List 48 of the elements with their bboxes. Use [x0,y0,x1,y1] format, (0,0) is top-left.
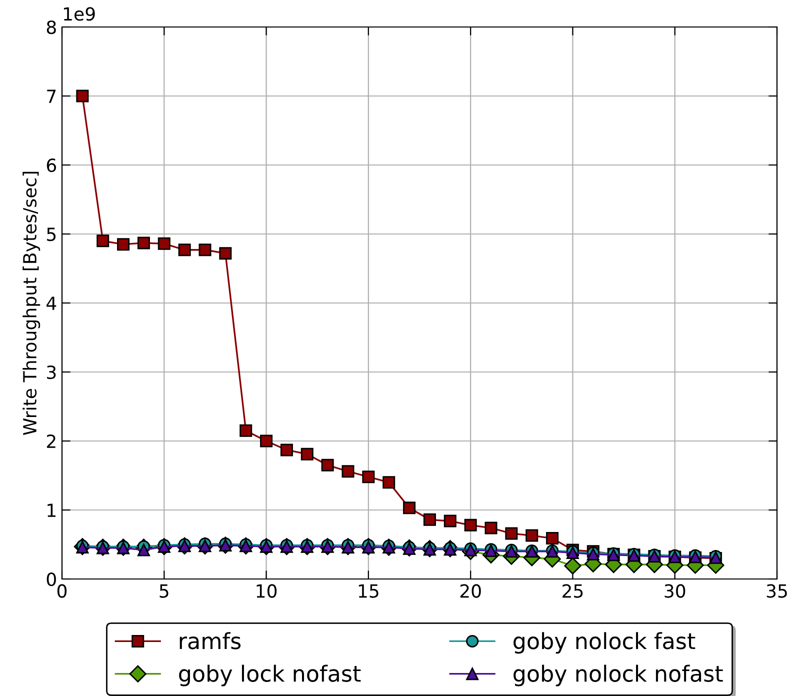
point [300,448,314,460]
point [96,234,110,248]
y-tick-label: 5 [47,228,56,242]
point [526,529,538,542]
point [76,90,89,102]
point [546,532,559,545]
point [484,522,498,534]
x-tick-label: 10 [256,584,277,598]
x-tick-label: 15 [358,584,378,598]
point [219,247,232,260]
point [362,470,375,484]
x-tick-label: 35 [766,584,787,598]
point [158,237,170,250]
y-tick-label: 6 [46,158,56,172]
point [464,518,477,532]
point [403,502,416,514]
x-tick-label: 30 [664,584,686,598]
y-tick-label: 8 [46,20,56,34]
point [117,238,130,251]
y-tick-label: 1 [48,504,56,517]
y-tick-label: 2 [46,434,56,448]
y-tick-label: 3 [47,365,56,380]
legend-label: goby nolock fast [514,632,696,654]
x-tick-label: 25 [562,584,583,598]
point [240,424,252,437]
x-tick-label: 0 [57,584,67,598]
text: 1e9 [64,7,95,21]
point [382,476,396,489]
point [423,513,436,526]
point [444,514,456,528]
y-tick-label: 0 [46,572,56,586]
point [178,244,191,256]
point [280,444,293,456]
legend-label: ramfs [180,632,241,650]
point [321,458,334,472]
y-tick-label: 7 [47,90,56,103]
y-axis-title: Write Throughput [Bytes/sec] [22,172,40,436]
x-tick-label: 5 [160,584,168,598]
point [260,434,273,448]
point [137,236,150,250]
point [505,527,518,540]
legend-label: goby lock nofast [179,664,361,686]
legend-label: goby nolock nofast [514,664,723,686]
point [564,557,582,574]
x-tick-label: 20 [460,584,481,598]
y-tick-label: 4 [46,296,56,310]
point [342,465,354,478]
point [198,244,212,256]
